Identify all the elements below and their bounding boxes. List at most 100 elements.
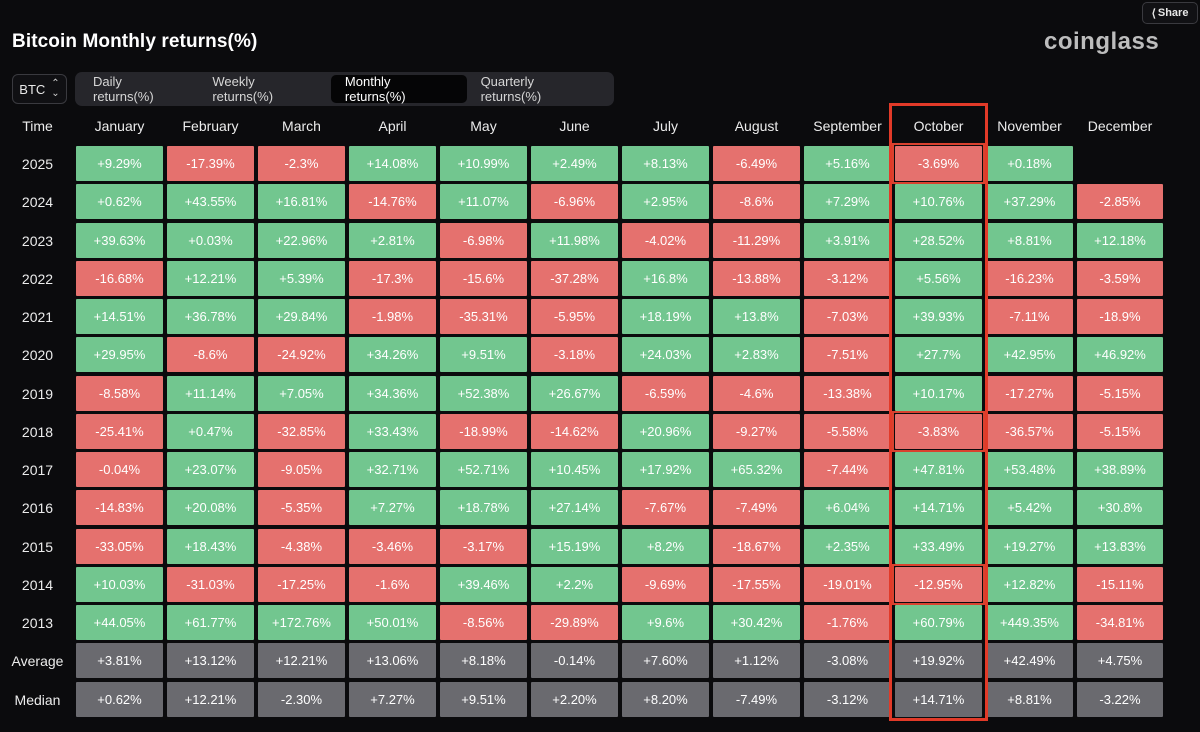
table-cell: +60.79% <box>895 605 982 640</box>
table-cell: -7.11% <box>986 299 1073 334</box>
table-cell: +12.21% <box>258 643 345 678</box>
table-cell: +12.21% <box>167 261 254 296</box>
table-cell: -24.92% <box>258 337 345 372</box>
row-label: 2013 <box>21 614 54 631</box>
table-cell: -1.6% <box>349 567 436 602</box>
table-cell: -13.38% <box>804 376 891 411</box>
table-cell: +1.12% <box>713 643 800 678</box>
table-cell: -14.83% <box>76 490 163 525</box>
table-cell: +18.78% <box>440 490 527 525</box>
table-cell: +11.14% <box>167 376 254 411</box>
table-cell: -9.05% <box>258 452 345 487</box>
share-button[interactable]: ⟨ Share <box>1142 2 1198 24</box>
table-cell: +39.93% <box>895 299 982 334</box>
row-label: 2015 <box>21 538 54 555</box>
table-cell: +8.18% <box>440 643 527 678</box>
table-cell: +4.75% <box>1077 643 1163 678</box>
table-cell: -7.03% <box>804 299 891 334</box>
table-cell: -6.96% <box>531 184 618 219</box>
table-cell: +2.35% <box>804 529 891 564</box>
table-cell: -9.27% <box>713 414 800 449</box>
row-label: 2020 <box>21 346 54 363</box>
table-cell: +24.03% <box>622 337 709 372</box>
table-cell: +29.84% <box>258 299 345 334</box>
table-cell: -35.31% <box>440 299 527 334</box>
table-cell: +61.77% <box>167 605 254 640</box>
table-cell: -17.25% <box>258 567 345 602</box>
table-cell: +52.71% <box>440 452 527 487</box>
table-cell: -8.6% <box>713 184 800 219</box>
table-cell: -12.95% <box>895 567 982 602</box>
table-cell: -3.12% <box>804 261 891 296</box>
tab-quarterly-returns[interactable]: Quarterly returns(%) <box>480 74 542 104</box>
table-cell: -7.49% <box>713 490 800 525</box>
symbol-select[interactable]: BTC ⌃ ⌄ <box>12 74 67 104</box>
table-cell: +7.60% <box>622 643 709 678</box>
table-cell: -3.12% <box>804 682 891 717</box>
row-label: 2018 <box>21 423 54 440</box>
table-cell: -8.58% <box>76 376 163 411</box>
column-header-february: February <box>182 118 239 134</box>
table-cell: -5.95% <box>531 299 618 334</box>
table-cell: -8.6% <box>167 337 254 372</box>
table-cell: -6.98% <box>440 223 527 258</box>
table-cell: -14.62% <box>531 414 618 449</box>
table-cell: -15.6% <box>440 261 527 296</box>
table-cell: -18.67% <box>713 529 800 564</box>
table-cell: -16.68% <box>76 261 163 296</box>
table-cell: +22.96% <box>258 223 345 258</box>
table-cell: +12.21% <box>167 682 254 717</box>
column-header-time: Time <box>22 118 53 134</box>
table-cell: -37.28% <box>531 261 618 296</box>
table-cell: +43.55% <box>167 184 254 219</box>
tab-daily-returns[interactable]: Daily returns(%) <box>93 74 154 104</box>
table-cell: +7.29% <box>804 184 891 219</box>
table-cell: +39.63% <box>76 223 163 258</box>
row-label: 2014 <box>21 576 54 593</box>
symbol-value: BTC <box>19 81 46 97</box>
table-cell: -5.15% <box>1077 376 1163 411</box>
table-cell: +8.2% <box>622 529 709 564</box>
up-down-chevron-icon: ⌃ ⌄ <box>51 78 60 99</box>
table-cell: -3.69% <box>895 146 982 181</box>
table-cell: -3.46% <box>349 529 436 564</box>
table-cell: -2.3% <box>258 146 345 181</box>
table-cell: +2.2% <box>531 567 618 602</box>
table-cell: -17.39% <box>167 146 254 181</box>
table-cell: +2.83% <box>713 337 800 372</box>
table-cell: +10.03% <box>76 567 163 602</box>
page-title: Bitcoin Monthly returns(%) <box>12 31 258 52</box>
brand-logo: coinglass <box>1044 28 1160 55</box>
table-cell: +14.08% <box>349 146 436 181</box>
table-cell: +9.6% <box>622 605 709 640</box>
table-cell: +5.16% <box>804 146 891 181</box>
table-cell: +5.42% <box>986 490 1073 525</box>
table-cell: +8.81% <box>986 682 1073 717</box>
table-cell: -6.59% <box>622 376 709 411</box>
row-label: 2024 <box>21 193 54 210</box>
table-cell: +11.07% <box>440 184 527 219</box>
table-cell: -1.98% <box>349 299 436 334</box>
table-cell: +0.03% <box>167 223 254 258</box>
table-cell: +0.62% <box>76 682 163 717</box>
table-cell: -14.76% <box>349 184 436 219</box>
table-cell: +47.81% <box>895 452 982 487</box>
table-cell: -17.27% <box>986 376 1073 411</box>
table-cell: +17.92% <box>622 452 709 487</box>
table-cell: -25.41% <box>76 414 163 449</box>
table-cell: -32.85% <box>258 414 345 449</box>
row-label: 2021 <box>21 308 54 325</box>
tab-monthly-returns[interactable]: Monthly returns(%) <box>330 74 467 104</box>
column-header-august: August <box>734 118 779 134</box>
table-cell: -1.76% <box>804 605 891 640</box>
table-cell: +34.26% <box>349 337 436 372</box>
column-header-october: October <box>913 118 964 134</box>
table-cell: +27.14% <box>531 490 618 525</box>
tab-weekly-returns[interactable]: Weekly returns(%) <box>212 74 274 104</box>
table-cell: +14.71% <box>895 490 982 525</box>
table-cell: -16.23% <box>986 261 1073 296</box>
table-cell: -3.83% <box>895 414 982 449</box>
table-cell: +34.36% <box>349 376 436 411</box>
table-cell: -2.85% <box>1077 184 1163 219</box>
table-cell: +46.92% <box>1077 337 1163 372</box>
